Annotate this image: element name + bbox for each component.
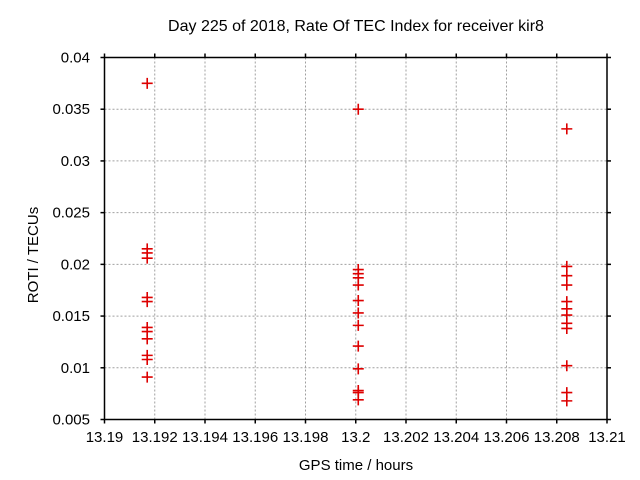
data-point-marker	[141, 333, 153, 345]
data-point-marker	[352, 307, 364, 319]
x-tick-label: 13.204	[433, 429, 479, 446]
x-tick-label: 13.202	[383, 429, 429, 446]
data-point-marker	[352, 319, 364, 331]
y-tick-label: 0.015	[52, 308, 90, 325]
data-point-marker	[561, 395, 573, 407]
x-tick-label: 13.194	[182, 429, 228, 446]
data-point-marker	[352, 279, 364, 291]
y-tick-label: 0.04	[61, 50, 90, 67]
data-point-marker	[352, 363, 364, 375]
x-tick-label: 13.2	[341, 429, 370, 446]
data-point-marker	[561, 360, 573, 372]
y-tick-label: 0.03	[61, 153, 90, 170]
chart-title: Day 225 of 2018, Rate Of TEC Index for r…	[168, 18, 544, 35]
data-point-marker	[561, 279, 573, 291]
x-tick-label: 13.198	[283, 429, 329, 446]
x-tick-label: 13.196	[232, 429, 278, 446]
data-point-marker	[141, 296, 153, 308]
y-tick-label: 0.025	[52, 205, 90, 222]
x-tick-label: 13.192	[132, 429, 178, 446]
data-point-marker	[352, 394, 364, 406]
y-tick-label: 0.035	[52, 101, 90, 118]
data-point-marker	[352, 295, 364, 307]
x-tick-label: 13.19	[86, 429, 124, 446]
x-tick-label: 13.208	[534, 429, 580, 446]
y-axis-label: ROTI / TECUs	[25, 207, 42, 303]
x-tick-label: 13.206	[484, 429, 530, 446]
data-point-marker	[141, 252, 153, 264]
data-point-marker	[561, 123, 573, 135]
y-tick-label: 0.005	[52, 412, 90, 429]
data-point-marker	[561, 322, 573, 334]
data-point-marker	[561, 260, 573, 272]
plot-area: 13.19 13.192 13.194 13.196 13.198 13.2 13.202 1…	[52, 50, 625, 447]
data-point-marker	[141, 77, 153, 89]
data-point-marker	[352, 340, 364, 352]
data-point-marker	[141, 354, 153, 366]
x-tick-label: 13.21	[588, 429, 626, 446]
data-point-marker	[561, 270, 573, 282]
data-point-marker	[141, 371, 153, 383]
x-axis-label: GPS time / hours	[299, 457, 413, 474]
data-point-marker	[352, 103, 364, 115]
y-tick-label: 0.02	[61, 256, 90, 273]
y-tick-label: 0.01	[61, 360, 90, 377]
